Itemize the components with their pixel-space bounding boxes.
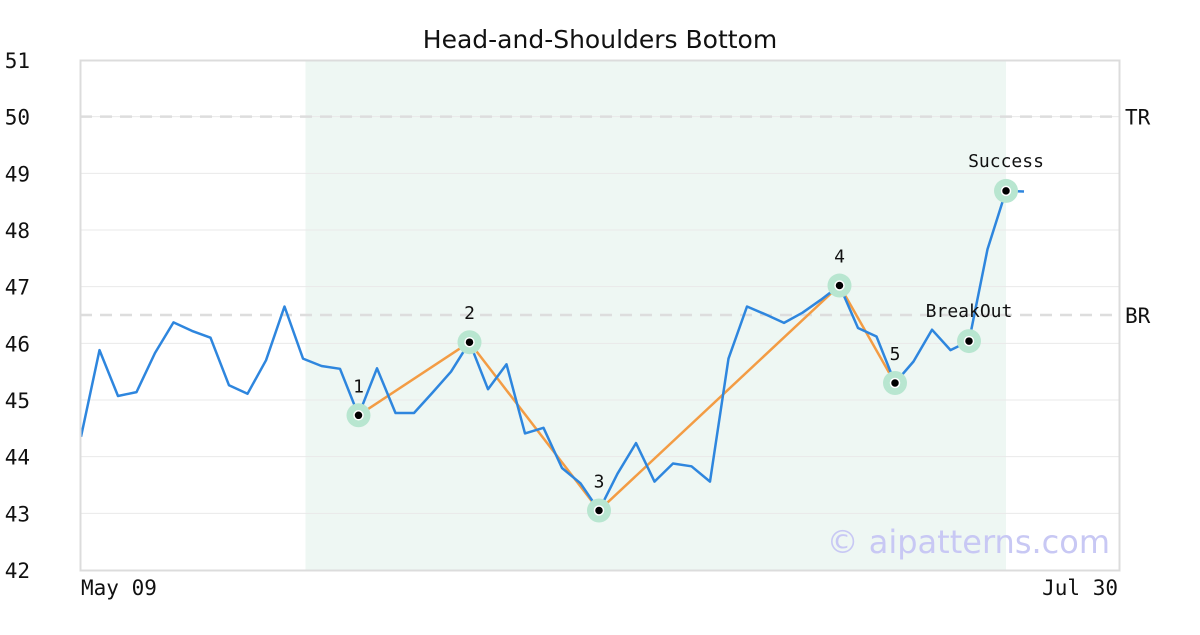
y-tick-label: 49 — [5, 162, 30, 186]
pattern-point-2-label: 2 — [464, 303, 475, 324]
pattern-point-5-label: 5 — [890, 344, 901, 365]
watermark: © aipatterns.com — [827, 523, 1110, 561]
plot-frame — [79, 59, 1121, 572]
y-tick-label: 44 — [5, 446, 30, 470]
price-polyline — [79, 189, 1025, 512]
annotation-breakout-label: BreakOut — [926, 301, 1013, 322]
y-axis-ticks: 42 43 44 45 46 47 48 49 50 51 — [5, 49, 30, 583]
chart-title: Head-and-Shoulders Bottom — [423, 25, 777, 54]
y-tick-label: 48 — [5, 219, 30, 243]
y-tick-label: 45 — [5, 389, 30, 413]
annotation-success-dot — [1000, 185, 1012, 197]
pattern-point-2-dot — [464, 336, 475, 348]
y-tick-label: 47 — [5, 276, 30, 300]
y-tick-label: 43 — [5, 502, 30, 526]
pattern-point-5-dot — [889, 377, 901, 389]
x-axis-ticks: May 09 Jul 30 — [81, 576, 1118, 600]
x-tick-label-end: Jul 30 — [1042, 576, 1118, 600]
y-tick-label: 50 — [5, 106, 30, 130]
y-tick-label: 42 — [5, 559, 30, 583]
x-tick-label-start: May 09 — [81, 576, 157, 600]
y-tick-label: 51 — [5, 49, 30, 73]
annotation-success-label: Success — [968, 151, 1044, 172]
pattern-point-1-dot — [353, 410, 364, 421]
reference-lines: TR BR — [80, 106, 1151, 328]
price-line — [79, 189, 1025, 512]
pattern-point-3-label: 3 — [594, 472, 605, 493]
reference-line-label: BR — [1125, 304, 1151, 328]
y-tick-label: 46 — [5, 332, 30, 356]
pattern-markers: 1 2 3 4 5 BreakOut Success — [346, 151, 1044, 523]
pattern-point-3-dot — [593, 505, 605, 516]
reference-line-label: TR — [1125, 106, 1151, 130]
pattern-point-1-label: 1 — [353, 376, 364, 397]
annotation-breakout-dot — [963, 335, 975, 347]
pattern-point-4-dot — [834, 280, 845, 291]
pattern-point-4-label: 4 — [834, 247, 845, 268]
